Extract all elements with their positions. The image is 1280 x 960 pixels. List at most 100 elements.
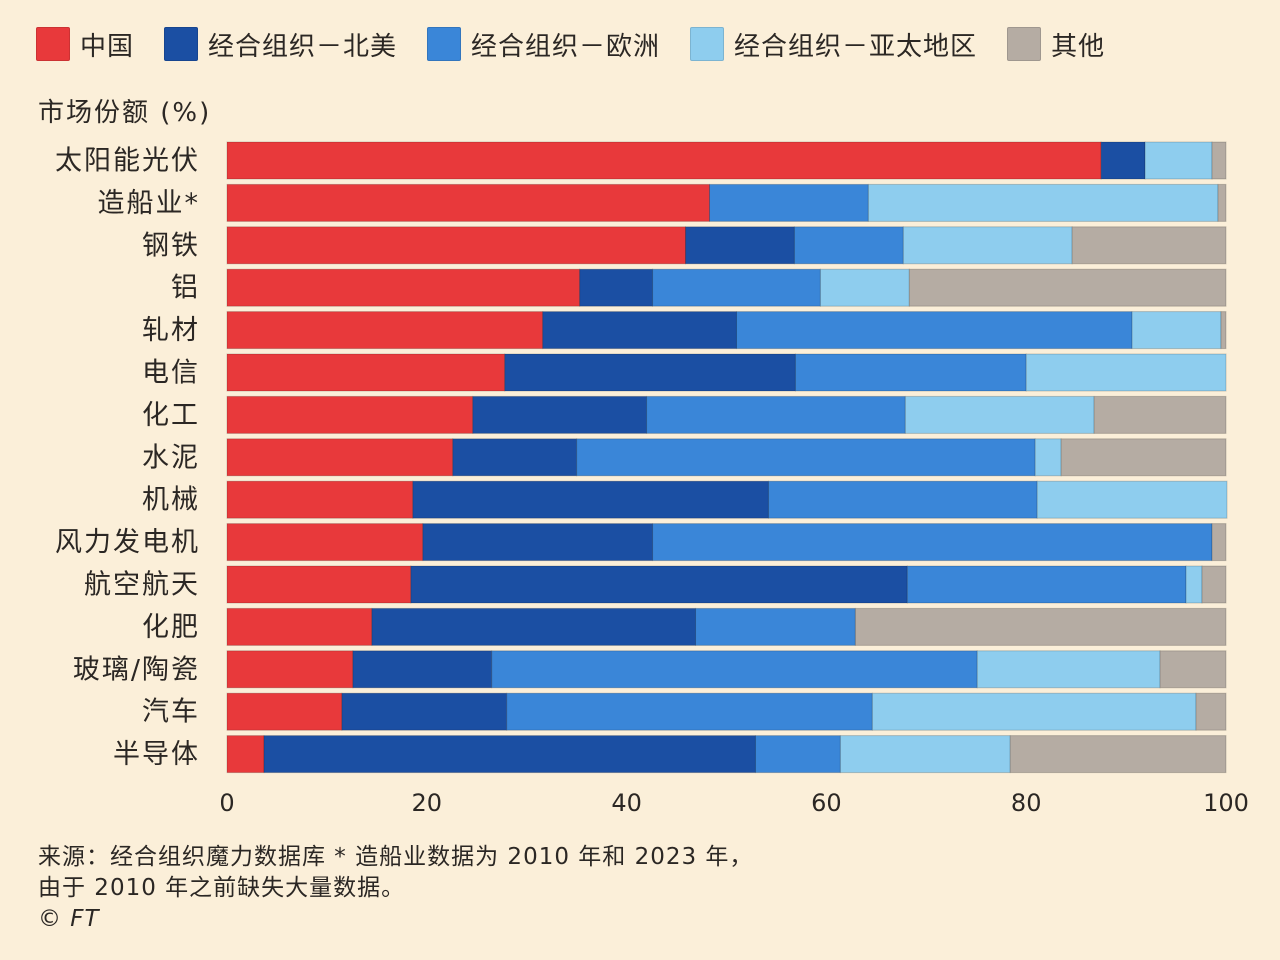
bar-segment: [904, 395, 1095, 434]
bar-segment: [867, 183, 1219, 222]
bar-segment: [576, 438, 1036, 477]
category-label: 太阳能光伏: [55, 146, 200, 177]
bar-segment: [226, 692, 343, 731]
bar-segment: [226, 226, 687, 265]
bar-segment: [352, 650, 493, 689]
bar-segment: [695, 607, 856, 646]
category-label: 钢铁: [142, 230, 200, 261]
x-tick-label: 20: [412, 789, 443, 817]
bar-segment: [819, 268, 910, 307]
bar-segment: [472, 395, 648, 434]
bar-segment: [1159, 650, 1227, 689]
bar-segment: [793, 226, 904, 265]
bar-segment: [1201, 565, 1227, 604]
bar-segment: [226, 183, 711, 222]
bar-segment: [1034, 438, 1062, 477]
bar-segment: [452, 438, 578, 477]
legend-label: 经合组织－北美: [208, 31, 398, 62]
bar-segment: [1036, 480, 1228, 519]
bar-segment: [226, 268, 581, 307]
source-note: 来源：经合组织魔力数据库 * 造船业数据为 2010 年和 2023 年，: [38, 844, 754, 870]
legend-swatch: [1007, 27, 1042, 61]
x-tick-label: 80: [1011, 789, 1042, 817]
bar-segment: [1220, 311, 1227, 350]
bar-segment: [709, 183, 869, 222]
ft-credit: © FT: [38, 906, 100, 932]
bar-segment: [226, 565, 412, 604]
legend-item: 中国: [36, 26, 134, 63]
bar-segment: [1009, 735, 1227, 774]
bar-segment: [506, 692, 873, 731]
category-label: 玻璃/陶瓷: [73, 654, 200, 685]
category-label: 航空航天: [84, 570, 200, 601]
bar-segment: [754, 735, 841, 774]
category-label: 风力发电机: [55, 527, 200, 558]
bar-segment: [1093, 395, 1227, 434]
legend-swatch: [36, 27, 70, 61]
bar-segment: [422, 523, 654, 562]
category-label: 造船业*: [98, 188, 201, 219]
bar-segment: [226, 650, 354, 689]
bar-segment: [491, 650, 978, 689]
legend-label: 中国: [80, 31, 135, 62]
bar-segment: [226, 735, 265, 774]
bar-segment: [906, 565, 1187, 604]
bar-segment: [1131, 311, 1222, 350]
bar-segment: [839, 735, 1011, 774]
legend-label: 经合组织－欧洲: [471, 31, 661, 62]
bar-segment: [226, 438, 454, 477]
bar-segment: [908, 268, 1227, 307]
bar-segment: [854, 607, 1227, 646]
bar-segment: [685, 226, 795, 265]
bar-segment: [542, 311, 737, 350]
bar-segment: [1100, 141, 1146, 180]
bar-segment: [579, 268, 654, 307]
legend-item: 经合组织－欧洲: [427, 26, 660, 63]
category-label: 铝: [171, 273, 200, 304]
bar-segment: [1144, 141, 1213, 180]
bar-segment: [226, 311, 544, 350]
bar-segment: [902, 226, 1073, 265]
bar-segment: [1071, 226, 1227, 265]
bar-segment: [504, 353, 796, 392]
legend-swatch: [427, 27, 462, 61]
bar-segment: [652, 523, 1213, 562]
legend-label: 经合组织－亚太地区: [734, 31, 978, 62]
x-tick-label: 60: [811, 789, 842, 817]
source-note-continued: 由于 2010 年之前缺失大量数据。: [38, 875, 406, 901]
y-axis-title: 市场份额 (%): [38, 98, 212, 128]
bar-segment: [226, 141, 1102, 180]
category-label: 汽车: [142, 697, 200, 728]
bar-segment: [1185, 565, 1203, 604]
bar-segment: [646, 395, 906, 434]
bar-segment: [226, 607, 373, 646]
category-label: 机械: [142, 485, 200, 516]
x-tick-label: 40: [611, 789, 642, 817]
bar-segment: [735, 311, 1133, 350]
legend: 中国 经合组织－北美 经合组织－欧洲 经合组织－亚太地区 其他: [36, 22, 1266, 66]
legend-swatch: [690, 27, 725, 61]
bar-segment: [871, 692, 1197, 731]
bar-segment: [371, 607, 697, 646]
category-label: 轧材: [142, 315, 200, 346]
bar-segment: [652, 268, 821, 307]
bar-segment: [976, 650, 1161, 689]
category-label: 水泥: [142, 442, 200, 473]
bar-segment: [767, 480, 1038, 519]
footer: 来源：经合组织魔力数据库 * 造船业数据为 2010 年和 2023 年， 由于…: [38, 842, 1238, 935]
category-label: 半导体: [113, 739, 200, 770]
bar-segment: [1211, 523, 1227, 562]
legend-label: 其他: [1051, 31, 1106, 62]
bar-segment: [226, 395, 474, 434]
category-label: 化肥: [142, 612, 200, 643]
bar-segment: [226, 480, 414, 519]
bar-segment: [1217, 183, 1227, 222]
bar-segment: [1211, 141, 1227, 180]
category-label: 化工: [142, 400, 200, 431]
bar-segment: [1195, 692, 1227, 731]
bar-segment: [412, 480, 769, 519]
bar-segment: [263, 735, 756, 774]
legend-item: 经合组织－北美: [164, 26, 397, 63]
